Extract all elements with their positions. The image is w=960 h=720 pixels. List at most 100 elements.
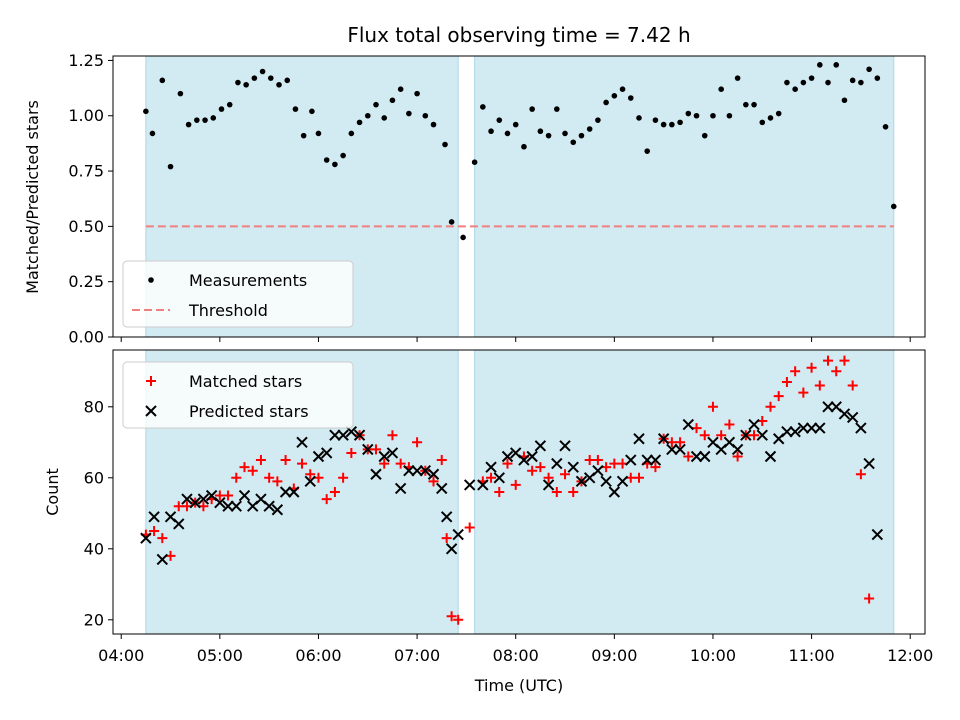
chart-title: Flux total observing time = 7.42 h — [347, 23, 690, 47]
measurement-point — [627, 95, 634, 101]
matched-star-point — [453, 614, 464, 625]
matched-star-point — [280, 455, 291, 466]
measurement-point — [841, 97, 848, 104]
measurement-point — [710, 112, 716, 119]
matched-star-point — [494, 487, 505, 497]
matched-star-point — [272, 476, 283, 487]
matched-star-point — [321, 494, 332, 505]
measurement-point — [611, 93, 618, 99]
predicted-star-point — [419, 464, 432, 477]
measurement-point — [448, 219, 455, 225]
matched-star-point — [486, 472, 497, 483]
measurement-point — [792, 86, 798, 92]
measurement-point — [406, 110, 412, 117]
predicted-star-point — [789, 425, 801, 438]
predicted-star-point — [559, 440, 571, 452]
legend-box — [122, 260, 354, 328]
legend-label: Threshold — [188, 301, 268, 320]
measurement-point — [751, 101, 757, 108]
matched-star-point — [781, 376, 792, 387]
legend-label: Measurements — [189, 271, 307, 290]
plot-frame — [112, 55, 926, 338]
measurement-point — [149, 130, 156, 137]
measurement-point — [364, 112, 371, 119]
predicted-star-point — [855, 422, 867, 434]
measurement-point — [480, 104, 486, 110]
measurement-point — [512, 121, 519, 128]
measurement-point — [849, 77, 856, 84]
predicted-star-point — [797, 422, 810, 434]
measurement-point — [177, 90, 184, 97]
measurement-point — [251, 75, 258, 81]
predicted-star-point — [329, 429, 341, 441]
measurement-point — [636, 115, 642, 121]
matched-star-point — [428, 476, 439, 487]
predicted-star-point — [296, 436, 308, 449]
predicted-star-point — [641, 454, 653, 466]
predicted-star-point — [740, 429, 752, 441]
x-tick-label: 10:00 — [690, 646, 736, 665]
matched-star-point — [329, 487, 340, 497]
matched-star-point — [223, 490, 234, 501]
matched-star-point — [847, 380, 858, 391]
y-tick-label: 40 — [84, 539, 104, 558]
measurement-point — [586, 126, 593, 132]
measurement-point — [800, 79, 807, 86]
count-panel: 20 40 60 80 04:00 05:00 06:00 07:00 08:00 09:00 10… — [43, 349, 933, 665]
measurement-point — [743, 101, 749, 108]
measurement-point — [718, 86, 724, 92]
matched-star-point — [149, 526, 160, 537]
x-tick-label: 06:00 — [295, 646, 341, 665]
predicted-star-point — [699, 450, 711, 463]
y-axis-label: Matched/Predicted stars — [23, 100, 42, 294]
legend-marker — [146, 376, 156, 386]
predicted-star-point — [871, 528, 884, 541]
x-tick-label: 08:00 — [493, 646, 539, 665]
predicted-star-point — [230, 500, 242, 512]
predicted-star-point — [304, 475, 316, 488]
x-axis-label: Time (UTC) — [474, 676, 563, 695]
predicted-star-point — [436, 482, 448, 495]
measurement-point — [210, 115, 217, 121]
observing-window — [474, 349, 895, 635]
measurement-point — [422, 112, 429, 119]
predicted-star-point — [148, 511, 160, 523]
measurement-point — [817, 62, 823, 68]
predicted-star-point — [764, 450, 777, 463]
measurement-point — [267, 75, 274, 81]
predicted-star-point — [690, 450, 703, 463]
x-tick-label: 07:00 — [394, 646, 440, 665]
matched-star-point — [255, 455, 266, 466]
x-tick-label: 09:00 — [591, 646, 637, 665]
y-axis-label: Count — [43, 468, 62, 516]
predicted-star-point — [682, 418, 695, 431]
measurement-point — [545, 132, 552, 139]
measurement-point — [882, 124, 889, 130]
measurement-point — [644, 148, 651, 154]
measurement-point — [323, 157, 330, 163]
matched-star-point — [346, 447, 357, 458]
matched-star-point — [387, 430, 398, 441]
measurement-point — [442, 141, 448, 148]
predicted-star-point — [805, 422, 818, 434]
measurement-point — [292, 106, 299, 112]
matched-star-point — [798, 387, 809, 398]
measurement-point — [194, 117, 200, 123]
predicted-star-point — [822, 401, 834, 413]
legend-marker — [148, 277, 154, 283]
predicted-star-point — [173, 518, 185, 530]
matched-star-point — [814, 380, 825, 391]
matched-star-point — [855, 469, 866, 480]
measurement-point — [784, 79, 790, 86]
predicted-star-point — [666, 443, 678, 456]
measurement-point — [866, 66, 872, 73]
predicted-star-point — [263, 500, 275, 512]
matched-star-point — [231, 472, 242, 483]
measurement-point — [734, 75, 741, 81]
predicted-star-point — [378, 450, 390, 463]
predicted-star-point — [633, 433, 645, 445]
measurement-point — [488, 128, 494, 135]
matched-star-point — [806, 362, 817, 373]
measurement-point — [235, 79, 241, 86]
